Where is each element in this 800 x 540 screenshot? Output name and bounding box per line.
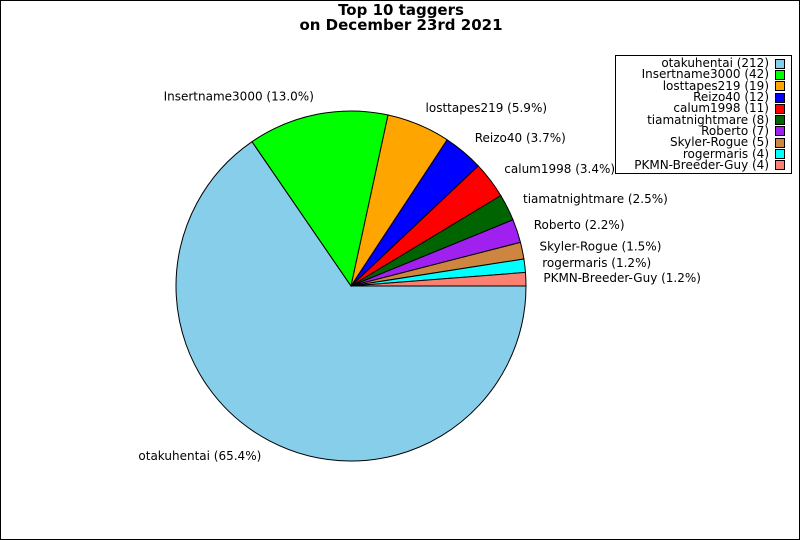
pie-slice-Insertname3000: [251, 110, 389, 288]
legend-item-Skyler-Rogue: Skyler-Rogue (5): [620, 135, 785, 150]
slice-label-Reizo40: Reizo40 (3.7%): [475, 131, 566, 145]
chart-title: Top 10 taggers on December 23rd 2021: [1, 1, 799, 34]
slice-label-Skyler-Rogue: Skyler-Rogue (1.5%): [540, 240, 662, 254]
legend-label: Reizo40 (12): [693, 90, 769, 105]
legend-swatch: [775, 137, 785, 148]
slice-label-Insertname3000: Insertname3000 (13.0%): [164, 90, 314, 104]
slice-label-rogermaris: rogermaris (1.2%): [542, 256, 651, 270]
legend-item-calum1998: calum1998 (11): [620, 101, 785, 116]
legend-label: otakuhentai (212): [661, 56, 769, 71]
legend-label: calum1998 (11): [673, 101, 769, 116]
legend-label: Roberto (7): [701, 123, 769, 138]
legend-swatch: [775, 92, 785, 103]
legend-item-otakuhentai: otakuhentai (212): [620, 56, 785, 71]
legend-label: rogermaris (4): [682, 146, 769, 161]
legend-swatch: [775, 69, 785, 80]
legend-item-rogermaris: rogermaris (4): [620, 146, 785, 161]
legend-swatch: [775, 103, 785, 114]
legend-swatch: [775, 126, 785, 137]
legend-swatch: [775, 81, 785, 92]
legend-item-Insertname3000: Insertname3000 (42): [620, 67, 785, 82]
chart-title-line1: Top 10 taggers: [338, 1, 464, 19]
legend-swatch: [775, 149, 785, 160]
pie-slice-otakuhentai: [175, 140, 527, 462]
slice-label-Roberto: Roberto (2.2%): [534, 218, 625, 232]
slice-label-calum1998: calum1998 (3.4%): [504, 162, 615, 176]
pie-slice-PKMN-Breeder-Guy: [350, 271, 527, 287]
legend-label: tiamatnightmare (8): [647, 112, 769, 127]
slice-label-otakuhentai: otakuhentai (65.4%): [138, 449, 261, 463]
legend-swatch: [775, 160, 785, 171]
legend-label: Skyler-Rogue (5): [669, 135, 769, 150]
legend-swatch: [775, 58, 785, 69]
slice-label-tiamatnightmare: tiamatnightmare (2.5%): [523, 192, 668, 206]
legend-item-tiamatnightmare: tiamatnightmare (8): [620, 112, 785, 127]
slice-label-losttapes219: losttapes219 (5.9%): [426, 101, 548, 115]
slice-label-PKMN-Breeder-Guy: PKMN-Breeder-Guy (1.2%): [543, 271, 701, 285]
legend-label: PKMN-Breeder-Guy (4): [634, 157, 769, 172]
chart-subtitle: on December 23rd 2021: [299, 16, 503, 34]
legend-label: losttapes219 (19): [662, 78, 769, 93]
legend-swatch: [775, 115, 785, 126]
legend-item-Roberto: Roberto (7): [620, 123, 785, 138]
legend-label: Insertname3000 (42): [641, 67, 769, 82]
legend-item-Reizo40: Reizo40 (12): [620, 90, 785, 105]
legend-item-losttapes219: losttapes219 (19): [620, 78, 785, 93]
legend: otakuhentai (212) Insertname3000 (42) lost…: [615, 55, 792, 174]
legend-item-PKMN-Breeder-Guy: PKMN-Breeder-Guy (4): [620, 157, 785, 172]
